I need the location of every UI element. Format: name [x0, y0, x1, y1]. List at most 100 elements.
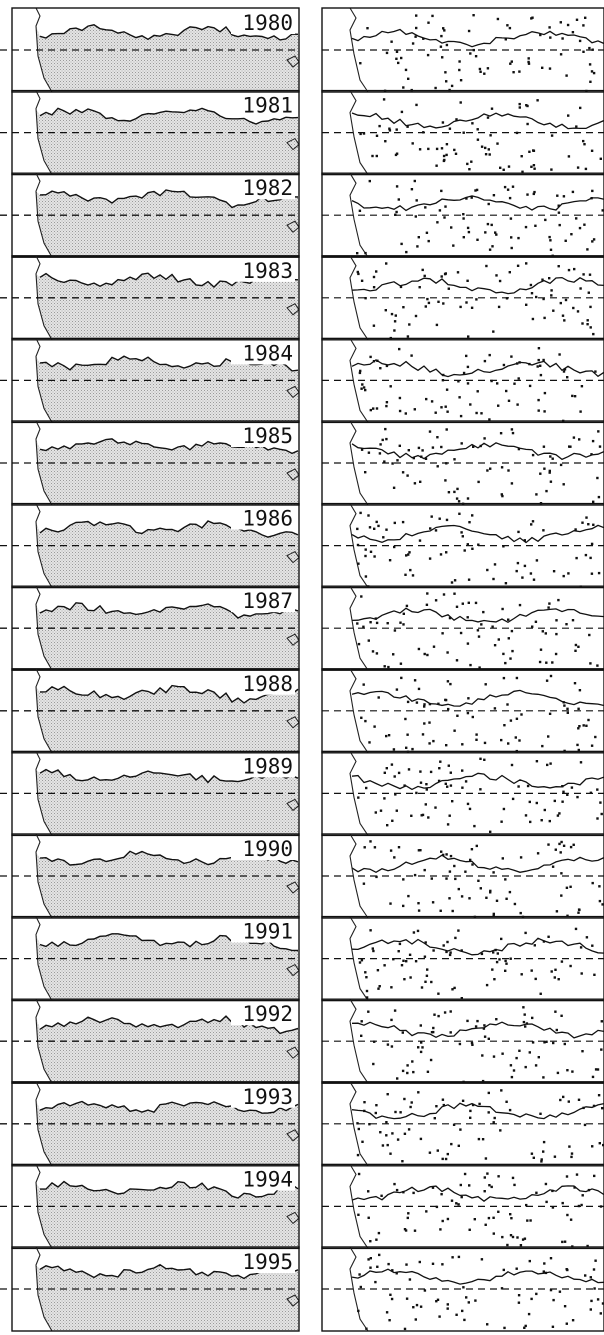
- observation-point: [446, 823, 450, 826]
- observation-point: [598, 1142, 601, 1145]
- observation-point: [590, 149, 594, 152]
- observation-point: [412, 1191, 415, 1195]
- observation-point: [510, 236, 513, 239]
- observation-point: [590, 744, 594, 747]
- observation-point: [442, 593, 446, 596]
- observation-point: [490, 1185, 493, 1189]
- observation-point: [357, 1172, 361, 1176]
- observation-point: [441, 1263, 444, 1266]
- observation-point: [534, 1064, 538, 1067]
- observation-point: [374, 1111, 377, 1115]
- observation-point: [550, 134, 554, 137]
- observation-point: [437, 779, 441, 783]
- observation-point: [535, 1292, 538, 1296]
- observation-point: [444, 1157, 448, 1161]
- observation-point: [483, 1035, 487, 1038]
- observation-point: [467, 578, 471, 581]
- observation-point: [549, 762, 552, 765]
- observation-point: [510, 763, 514, 767]
- observation-point: [369, 840, 372, 843]
- observation-point: [563, 704, 566, 707]
- observation-point: [502, 363, 506, 367]
- observation-point: [435, 323, 439, 327]
- observation-point: [402, 623, 405, 626]
- ice-edge-line: [39, 933, 299, 952]
- observation-point: [408, 551, 411, 554]
- panel-frame: [321, 1163, 604, 1250]
- observation-point: [421, 733, 425, 736]
- observation-point: [526, 1219, 529, 1222]
- observation-point: [396, 1138, 400, 1141]
- panel-right-1985: [321, 420, 604, 506]
- observation-point: [515, 569, 518, 573]
- observation-point: [542, 529, 545, 532]
- panel-left-1994: 1994: [0, 1163, 300, 1250]
- ice-edge-line: [351, 1102, 604, 1120]
- observation-point: [407, 894, 410, 898]
- observation-point: [574, 528, 577, 531]
- observation-point: [376, 969, 380, 972]
- observation-point: [553, 1155, 557, 1158]
- observation-point: [443, 29, 446, 32]
- observation-point: [379, 367, 382, 370]
- observation-point: [484, 146, 487, 150]
- observation-point: [497, 404, 500, 407]
- observation-point: [406, 335, 410, 338]
- observation-point: [449, 951, 452, 954]
- observation-point: [578, 689, 582, 692]
- observation-point: [447, 287, 450, 290]
- observation-point: [511, 1235, 515, 1239]
- observation-point: [573, 682, 577, 685]
- ice-edge-line: [351, 1185, 604, 1203]
- observation-point: [395, 50, 399, 53]
- ice-edge-line: [39, 684, 299, 704]
- coastline: [349, 1081, 369, 1167]
- observation-point: [442, 154, 446, 158]
- observation-point: [407, 553, 410, 556]
- observation-point: [476, 238, 479, 241]
- year-label: 1982: [242, 176, 293, 200]
- observation-point: [411, 42, 415, 45]
- observation-point: [541, 744, 544, 748]
- sea-ice-area: [36, 685, 299, 753]
- observation-point: [496, 952, 499, 955]
- observation-point: [401, 1160, 404, 1163]
- observation-point: [375, 875, 378, 879]
- observation-point: [445, 551, 448, 554]
- observation-point: [562, 844, 566, 847]
- sea-ice-area: [36, 108, 299, 175]
- observation-point: [386, 1143, 389, 1147]
- observation-point: [407, 768, 411, 771]
- year-label-box: [231, 1003, 295, 1026]
- observation-point: [388, 129, 392, 132]
- observation-point: [403, 784, 406, 787]
- observation-point: [399, 621, 402, 624]
- observation-point: [588, 273, 592, 276]
- observation-point: [483, 758, 486, 761]
- observation-point: [492, 330, 495, 333]
- observation-point: [526, 193, 529, 196]
- observation-point: [572, 843, 575, 846]
- observation-point: [480, 952, 484, 956]
- observation-point: [459, 1128, 462, 1131]
- sea-ice-area: [36, 521, 299, 588]
- observation-point: [570, 233, 573, 236]
- year-label: 1984: [242, 341, 293, 365]
- observation-point: [583, 223, 586, 226]
- observation-point: [357, 796, 360, 799]
- year-label: 1985: [242, 424, 293, 448]
- observation-point: [477, 1137, 481, 1141]
- observation-point: [498, 958, 501, 961]
- observation-point: [513, 382, 516, 385]
- observation-point: [520, 713, 523, 716]
- observation-point: [582, 50, 585, 53]
- observation-point: [377, 524, 380, 528]
- observation-point: [484, 153, 488, 156]
- observation-point: [396, 1077, 399, 1080]
- observation-point: [396, 459, 399, 462]
- observation-point: [460, 949, 463, 952]
- observation-point: [451, 1256, 454, 1259]
- observation-point: [571, 31, 575, 34]
- observation-point: [597, 571, 601, 575]
- observation-point: [417, 687, 421, 691]
